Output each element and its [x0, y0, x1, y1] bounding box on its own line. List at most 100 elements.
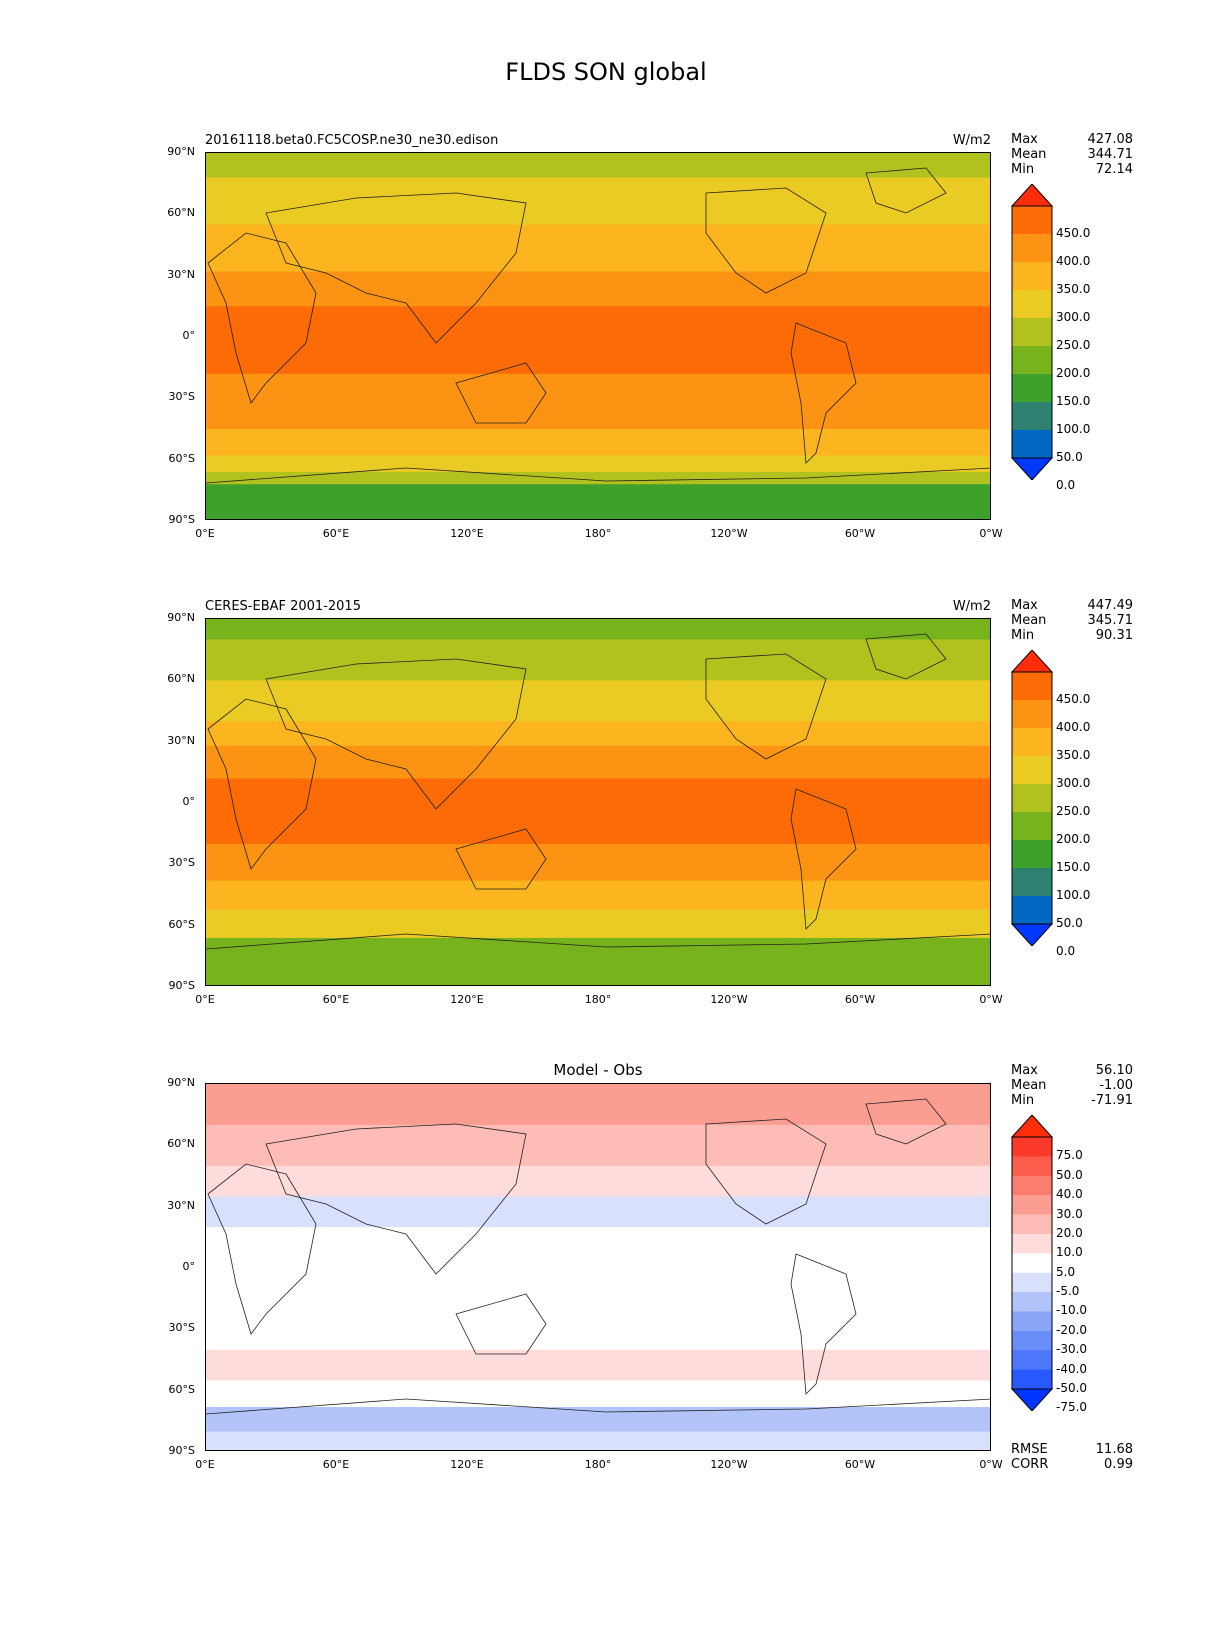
- colorbar-tick-label: 350.0: [1056, 748, 1091, 762]
- field-band: [206, 471, 990, 485]
- colorbar-tick-label: -40.0: [1056, 1361, 1088, 1376]
- colorbar-segment: [1012, 868, 1052, 897]
- colorbar-segment: [1012, 262, 1052, 291]
- lat-tick-label: 30°S: [168, 856, 195, 870]
- colorbar-tick-label: 300.0: [1056, 310, 1091, 324]
- lat-tick-label: 60°S: [168, 917, 195, 931]
- field-band: [206, 1407, 990, 1433]
- field-band: [206, 1084, 990, 1126]
- lon-tick-label: 60°E: [322, 527, 350, 540]
- stats-box: Max 56.10 Mean -1.00 Min -71.91: [1011, 1063, 1133, 1108]
- lon-tick-label: 0°W: [979, 527, 1003, 540]
- stat-max: Max 447.49: [1011, 598, 1133, 613]
- field-band: [206, 909, 990, 939]
- rmse-corr-box: RMSE 11.68 CORR 0.99: [1011, 1442, 1133, 1472]
- colorbar-top-arrow: [1011, 184, 1053, 207]
- field-band: [206, 455, 990, 473]
- field-band: [206, 619, 990, 640]
- field-band: [206, 306, 990, 375]
- lon-tick-label: 180°: [584, 1458, 612, 1471]
- lat-tick-label: 60°N: [167, 672, 195, 686]
- field-band: [206, 1431, 990, 1450]
- colorbar-tick-label: -5.0: [1056, 1284, 1080, 1299]
- units-label: W/m2: [952, 133, 991, 148]
- colorbar-tick-label: -50.0: [1056, 1381, 1088, 1395]
- model-map: [205, 152, 991, 520]
- colorbar-segment: [1012, 1292, 1052, 1312]
- colorbar-tick-label: 0.0: [1056, 478, 1076, 492]
- colorbar-bottom-arrow: [1011, 923, 1053, 946]
- lon-tick-label: 120°W: [710, 1458, 748, 1471]
- colorbar-segment: [1012, 1195, 1052, 1216]
- figure-title: FLDS SON global: [505, 58, 707, 86]
- colorbar-segment: [1012, 1272, 1052, 1293]
- coastline: [865, 167, 947, 214]
- colorbar-segment: [1012, 700, 1052, 729]
- coastline: [206, 1398, 990, 1415]
- lat-tick-label: 60°N: [167, 206, 195, 220]
- coastline: [265, 658, 527, 810]
- colorbar-tick-label: 0.0: [1056, 944, 1076, 958]
- colorbar-bottom-arrow: [1011, 457, 1053, 480]
- colorbar-segment: [1012, 1233, 1052, 1254]
- coastlines: [206, 1098, 990, 1415]
- colorbar-tick-label: 150.0: [1056, 860, 1091, 874]
- colorbar-segment: [1012, 812, 1052, 841]
- coastline: [790, 322, 857, 464]
- colorbar-top-arrow: [1011, 650, 1053, 673]
- lat-tick-label: 0°: [182, 1260, 196, 1273]
- field-band: [206, 1227, 990, 1310]
- stat-corr: CORR 0.99: [1011, 1457, 1133, 1472]
- field-band: [206, 1380, 990, 1408]
- colorbar-tick-label: 250.0: [1056, 804, 1091, 818]
- field-band: [206, 937, 990, 985]
- lat-tick-label: 60°S: [168, 1382, 195, 1396]
- colorbar-tick-label: 75.0: [1056, 1148, 1083, 1163]
- coastline: [207, 1163, 317, 1335]
- field-band: [206, 1196, 990, 1228]
- colorbar: [1011, 184, 1053, 480]
- colorbar-segment: [1012, 1214, 1052, 1235]
- coastline: [455, 362, 547, 424]
- colorbar-segment: [1012, 672, 1052, 701]
- field-band: [206, 271, 990, 307]
- stat-max: Max 427.08: [1011, 132, 1133, 147]
- colorbar-outline: [1011, 671, 1053, 925]
- lon-tick-label: 60°W: [844, 1458, 876, 1471]
- field-band: [206, 721, 990, 747]
- lon-tick-label: 180°: [584, 527, 612, 540]
- coastlines: [206, 167, 990, 484]
- stat-min: Min 90.31: [1011, 628, 1133, 643]
- units-label: W/m2: [952, 599, 991, 614]
- field-band: [206, 843, 990, 882]
- coastline: [455, 828, 547, 890]
- colorbar-tick-label: 30.0: [1056, 1206, 1083, 1221]
- colorbar-tick-label: 400.0: [1056, 720, 1091, 734]
- colorbar-segment: [1012, 1253, 1052, 1274]
- lon-tick-label: 60°W: [844, 993, 876, 1006]
- colorbar-tick-label: 5.0: [1056, 1264, 1076, 1279]
- lon-tick-label: 0°W: [979, 993, 1003, 1006]
- lon-tick-label: 120°E: [450, 527, 484, 540]
- coastline: [206, 467, 990, 484]
- lat-tick-label: 30°S: [168, 390, 195, 404]
- obs-panel: CERES-EBAF 2001-2015 W/m2 Max 447.49 Mean…: [0, 588, 1212, 1028]
- colorbar-bottom-arrow: [1011, 1388, 1053, 1411]
- field-band: [206, 1165, 990, 1197]
- diff-map: [205, 1083, 991, 1451]
- colorbar-tick-label: -10.0: [1056, 1303, 1088, 1318]
- lat-tick-label: 0°: [182, 329, 196, 342]
- case-label: 20161118.beta0.FC5COSP.ne30_ne30.edison: [205, 133, 499, 148]
- field-band: [206, 778, 990, 845]
- lon-tick-label: 120°E: [450, 993, 484, 1006]
- lat-tick-label: 30°N: [167, 267, 195, 281]
- colorbar-tick-label: -30.0: [1056, 1342, 1088, 1357]
- colorbar-tick-label: 450.0: [1056, 226, 1091, 240]
- colorbar-tick-label: 200.0: [1056, 832, 1091, 846]
- lat-tick-label: 30°N: [167, 1198, 195, 1212]
- coastline: [705, 1118, 827, 1225]
- lon-tick-label: 0°E: [195, 993, 215, 1006]
- field-band: [206, 639, 990, 681]
- field-band: [206, 429, 990, 457]
- colorbar-segment: [1012, 430, 1052, 459]
